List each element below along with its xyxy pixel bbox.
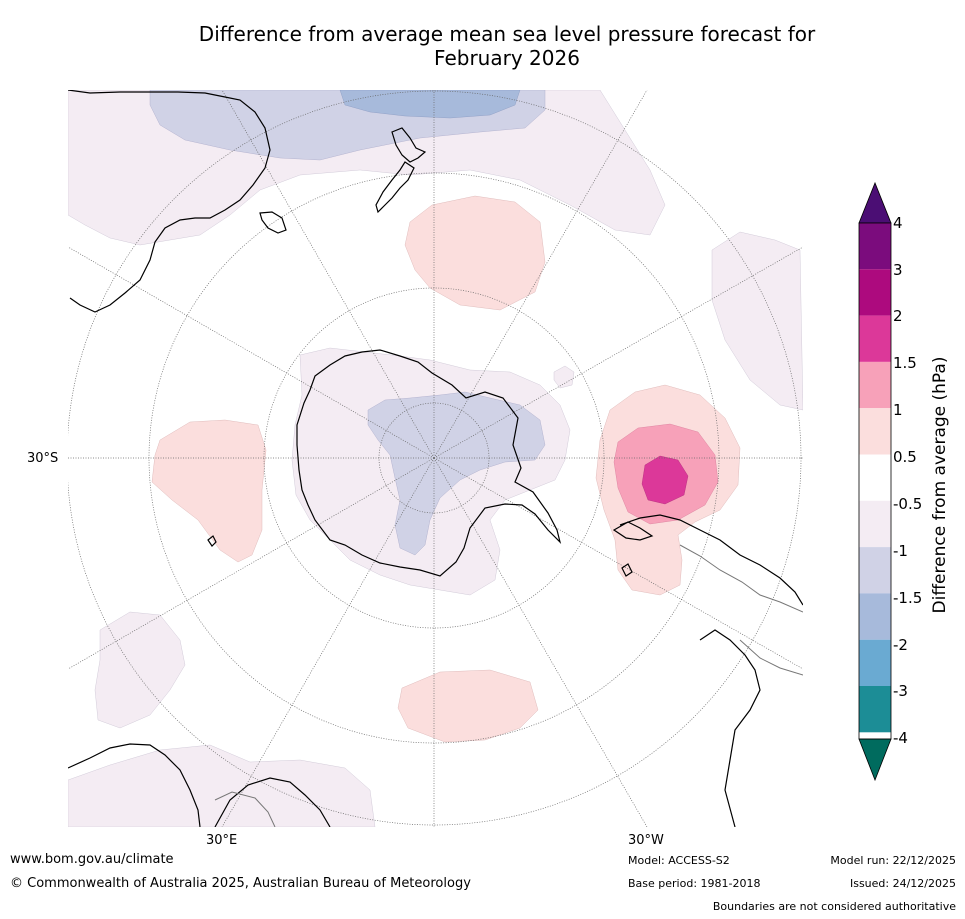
colorbar-tick-3: 1.5 <box>893 354 917 372</box>
colorbar-band-2-3 <box>859 269 891 316</box>
coast-antarctic-peninsula-tip <box>612 521 654 541</box>
border-south-america-east <box>739 639 803 676</box>
colorbar <box>858 181 892 782</box>
anomaly-pos-north-central <box>404 195 546 311</box>
meridian-30e <box>221 457 435 827</box>
colorbar-outline <box>858 222 892 740</box>
anomaly-mod-antarctic-center <box>367 391 546 556</box>
coast-south-africa <box>68 743 201 827</box>
coast-kerguelen <box>207 535 217 547</box>
colorbar-band-neg1-neg1.5 <box>859 547 891 594</box>
footer-model: Model: ACCESS-S2 <box>628 854 730 867</box>
footer-base-period: Base period: 1981-2018 <box>628 877 761 890</box>
colorbar-band-neg3-neg4 <box>859 686 891 733</box>
colorbar-band-neg2-neg3 <box>859 639 891 686</box>
anomaly-pos-west <box>151 419 267 563</box>
coast-south-america <box>619 514 803 606</box>
coast-tasmania <box>259 211 287 234</box>
colorbar-band-0.5-1 <box>859 408 891 455</box>
coast-antarctica <box>296 349 562 577</box>
colorbar-tick-6: -0.5 <box>893 495 923 513</box>
border-africa <box>214 791 276 827</box>
colorbar-over-arrow <box>858 181 892 224</box>
label-30e: 30°E <box>206 833 238 848</box>
coast-south-america-east <box>699 629 761 827</box>
colorbar-title: Difference from average (hPa) <box>930 356 950 614</box>
colorbar-band-neg1.5-neg2 <box>859 593 891 640</box>
anomaly-strong-north <box>339 90 521 119</box>
colorbar-tick-0: 4 <box>893 214 903 232</box>
colorbar-band-neg0.5-neg1 <box>859 500 891 548</box>
colorbar-tick-8: -1.5 <box>893 589 923 607</box>
meridian-60w <box>433 457 803 670</box>
coastlines <box>68 90 803 827</box>
anomaly-neg-east-patch <box>711 231 803 411</box>
coast-africa-east <box>214 777 331 827</box>
coast-new-zealand-south <box>375 161 415 214</box>
footer-disclaimer: Boundaries are not considered authoritat… <box>712 900 956 913</box>
anomaly-neg-south <box>68 744 376 827</box>
map-svg <box>68 90 803 827</box>
meridian-30w <box>433 457 648 827</box>
meridian-120e <box>68 246 435 459</box>
meridian-150e <box>221 90 435 459</box>
anomaly-pos-south <box>397 669 539 743</box>
label-30w: 30°W <box>628 833 664 848</box>
footer-model-run: Model run: 22/12/2025 <box>830 854 956 867</box>
coast-new-zealand-north <box>391 127 427 163</box>
colorbar-tick-11: -4 <box>893 729 908 747</box>
anomaly-strong-positive-areas <box>641 455 689 505</box>
country-borders <box>214 544 803 827</box>
anomaly-strong-pos-east <box>641 455 689 505</box>
colorbar-under-arrow <box>858 738 892 782</box>
border-argentina-chile <box>679 544 803 613</box>
footer-website[interactable]: www.bom.gov.au/climate <box>10 852 174 867</box>
anomaly-neg-south-west <box>94 611 186 729</box>
anomaly-neg-small <box>553 365 575 389</box>
title-line-2: February 2026 <box>434 46 580 70</box>
meridian-120w <box>433 246 803 459</box>
colorbar-tick-9: -2 <box>893 636 908 654</box>
anomaly-strong-negative-areas <box>339 90 521 119</box>
footer-copyright: © Commonwealth of Australia 2025, Austra… <box>10 876 471 891</box>
colorbar-band-neutral <box>859 454 891 501</box>
coast-australia <box>68 90 271 313</box>
colorbar-tick-4: 1 <box>893 401 903 419</box>
graticule-circle-30s <box>68 90 802 826</box>
colorbar-band-1-1.5 <box>859 361 891 409</box>
colorbar-tick-2: 2 <box>893 307 903 325</box>
colorbar-tick-10: -3 <box>893 682 908 700</box>
colorbar-band-1.5-2 <box>859 315 891 362</box>
chart-title: Difference from average mean sea level p… <box>0 22 965 70</box>
colorbar-tick-5: 0.5 <box>893 448 917 466</box>
footer-issued: Issued: 24/12/2025 <box>849 877 956 890</box>
polar-map[interactable] <box>68 90 803 827</box>
coast-falklands <box>621 563 633 577</box>
colorbar-tick-1: 3 <box>893 261 903 279</box>
label-30s: 30°S <box>27 451 59 466</box>
colorbar-tick-7: -1 <box>893 542 908 560</box>
title-line-1: Difference from average mean sea level p… <box>198 22 816 46</box>
meridian-60e <box>68 457 435 670</box>
colorbar-band-3-4 <box>859 223 891 270</box>
